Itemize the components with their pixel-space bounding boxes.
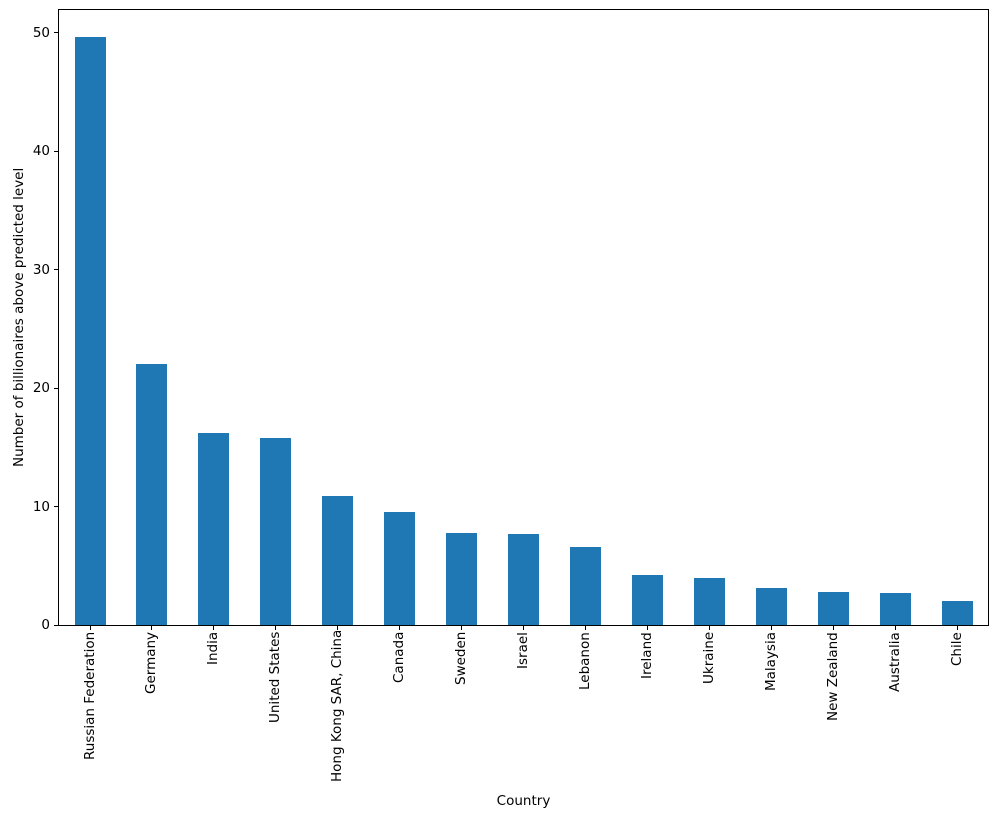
bar	[260, 437, 292, 625]
y-tick-label: 30	[32, 261, 50, 278]
y-tick-mark	[54, 506, 58, 507]
y-tick-label: 20	[32, 380, 50, 396]
x-tick-label: Malaysia	[762, 632, 779, 691]
y-tick-label: 50	[32, 24, 50, 41]
bar	[74, 37, 106, 625]
x-tick-mark	[399, 626, 401, 630]
y-tick-label: 10	[32, 498, 50, 515]
x-tick-label: Chile	[948, 632, 965, 666]
x-tick-label: Australia	[886, 632, 903, 692]
x-tick-label: Sweden	[453, 632, 470, 686]
y-tick-mark	[54, 150, 58, 152]
bar	[941, 601, 973, 625]
bar	[569, 546, 601, 625]
bar	[508, 533, 539, 625]
x-tick-label: Canada	[391, 632, 408, 684]
x-tick-label: Ireland	[638, 632, 655, 679]
plot-area	[58, 9, 989, 626]
x-tick-mark	[708, 626, 710, 630]
x-tick-label: Lebanon	[576, 632, 593, 690]
x-tick-mark	[213, 626, 215, 630]
bar	[693, 577, 725, 625]
y-tick-label: 0	[41, 617, 50, 633]
y-axis-label: Number of billionaires above predicted l…	[11, 167, 27, 468]
x-tick-mark	[151, 626, 153, 630]
x-tick-mark	[523, 626, 524, 630]
x-tick-mark	[337, 626, 339, 630]
y-tick-mark	[54, 32, 58, 33]
x-tick-label: Germany	[143, 632, 160, 695]
bar	[198, 433, 230, 625]
x-tick-label: Israel	[515, 632, 531, 669]
bar	[817, 591, 849, 625]
y-tick-label: 40	[32, 143, 50, 159]
y-tick-mark	[54, 387, 58, 389]
bar	[322, 495, 354, 625]
x-tick-label: United States	[267, 632, 284, 724]
x-tick-mark	[275, 626, 277, 630]
x-tick-mark	[894, 626, 896, 630]
bar	[384, 512, 416, 625]
x-tick-mark	[770, 626, 772, 630]
x-tick-mark	[461, 626, 463, 630]
y-tick-mark	[54, 269, 58, 270]
x-tick-label: Russian Federation	[81, 632, 98, 761]
x-tick-mark	[956, 626, 958, 630]
y-tick-mark	[54, 624, 58, 626]
x-tick-mark	[89, 626, 91, 630]
x-tick-mark	[646, 626, 648, 630]
bar	[879, 593, 911, 625]
bar	[631, 575, 663, 625]
bar	[136, 364, 168, 625]
x-tick-label: Ukraine	[700, 632, 717, 685]
x-tick-label: Hong Kong SAR, China	[329, 629, 346, 782]
x-tick-label: New Zealand	[824, 632, 841, 721]
x-tick-mark	[832, 626, 834, 630]
bar	[755, 588, 787, 625]
x-tick-mark	[584, 626, 586, 630]
x-axis-label: Country	[496, 793, 551, 809]
bar	[446, 532, 478, 625]
x-tick-label: India	[205, 632, 222, 666]
